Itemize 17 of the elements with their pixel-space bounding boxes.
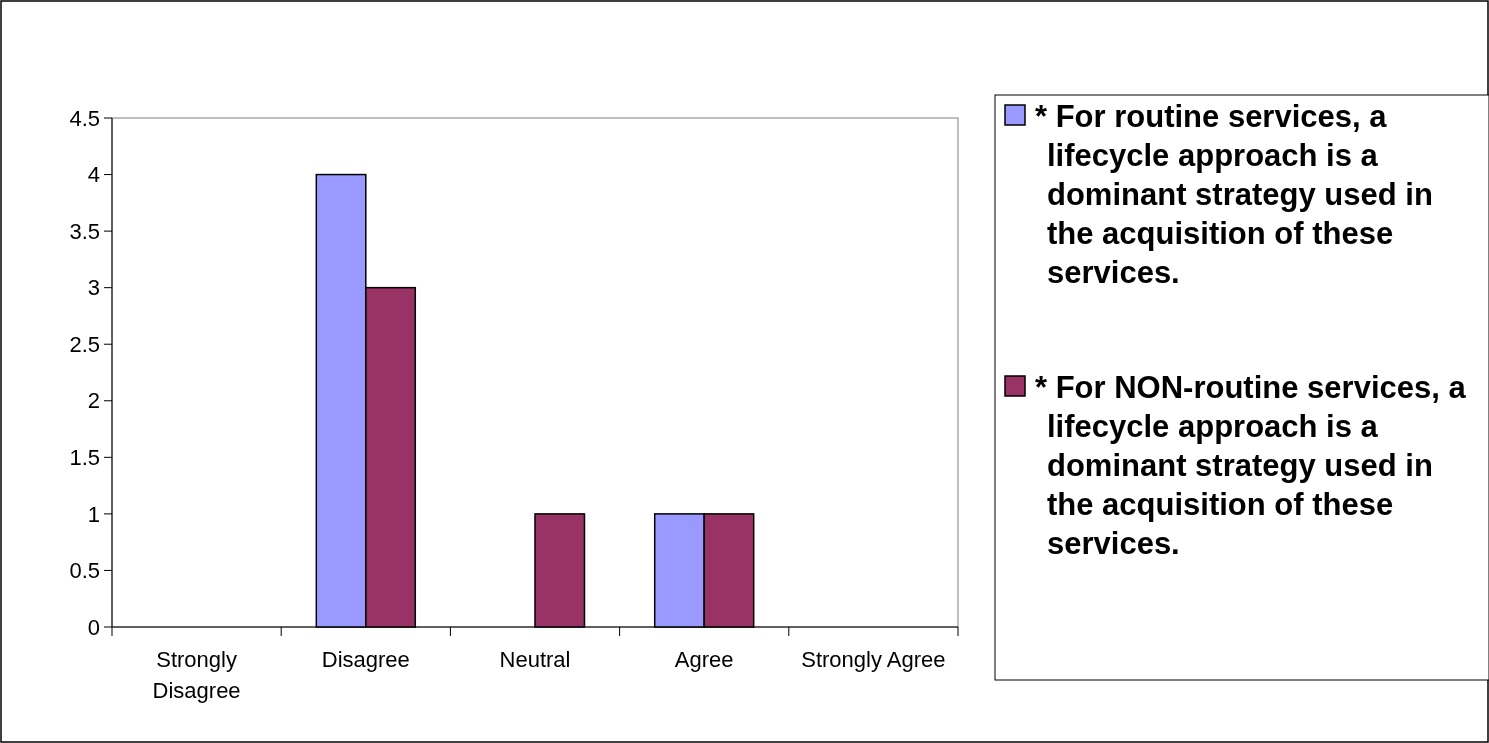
x-tick-label: Strongly Disagree [152, 647, 241, 703]
legend-label: * For NON-routine services, a lifecycle approach is a dominant strategy used in the acquisition of these services. [1035, 370, 1467, 561]
y-tick-label: 0 [87, 614, 100, 640]
x-tick-label: Neutral [499, 647, 571, 672]
y-tick-label: 2 [87, 388, 100, 414]
y-tick-label: 1 [87, 501, 100, 527]
y-tick-label: 1.5 [69, 445, 100, 471]
y-tick-label: 2.5 [69, 331, 100, 357]
y-tick-label: 4 [87, 162, 100, 188]
x-tick-label: Strongly Agree [801, 647, 946, 672]
x-tick-label: Disagree [321, 647, 410, 672]
y-tick-label: 3 [87, 275, 100, 301]
y-tick-label: 0.5 [69, 558, 100, 584]
legend-label: * For routine services, a lifecycle approach is a dominant strategy used in the acquisition of these services. [1035, 99, 1433, 290]
x-tick-label: Agree [674, 647, 734, 672]
y-tick-label: 4.5 [69, 105, 100, 131]
y-tick-label: 3.5 [69, 218, 100, 244]
